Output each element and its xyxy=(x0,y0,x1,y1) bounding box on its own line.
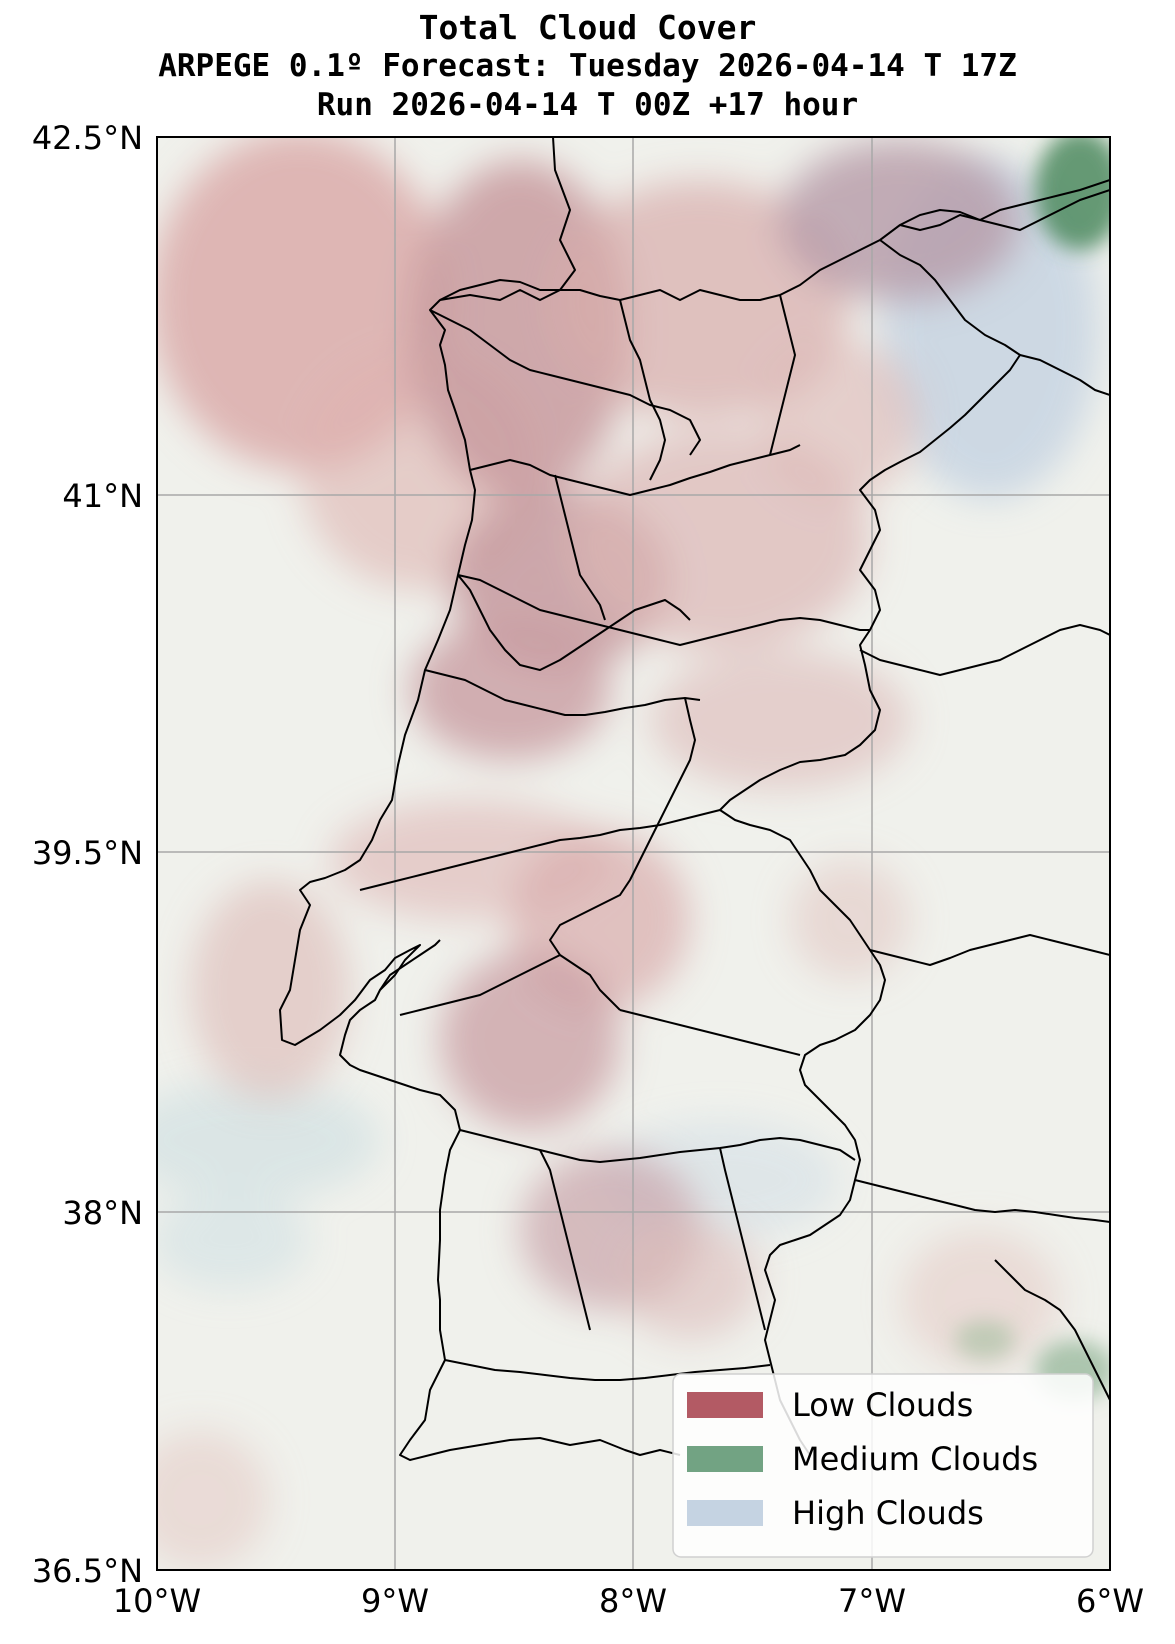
district-8 xyxy=(769,294,796,456)
district-9 xyxy=(359,809,721,891)
lon-tick-label: 6°W xyxy=(1076,1582,1144,1620)
lon-tick-label: 8°W xyxy=(599,1582,667,1620)
legend-label-high: High Clouds xyxy=(792,1494,984,1532)
low-cloud-field xyxy=(157,137,1060,1570)
lon-tick-labels: 10°W 9°W 8°W 7°W 6°W xyxy=(113,1582,1144,1620)
spain-portugal-border-north xyxy=(439,179,1110,301)
legend-label-medium: Medium Clouds xyxy=(792,1440,1038,1478)
spain-internal-4 xyxy=(869,934,1110,966)
district-16 xyxy=(719,1147,766,1331)
district-15 xyxy=(444,1359,771,1381)
legend-box xyxy=(672,1373,1094,1558)
district-2 xyxy=(469,444,801,496)
legend-swatch-low xyxy=(687,1392,763,1418)
spain-south-coast xyxy=(994,1259,1110,1401)
spain-internal-1 xyxy=(879,189,1110,241)
spain-portugal-border-east xyxy=(719,239,1021,1456)
estuary-tejo xyxy=(379,939,441,991)
title-line-2: ARPEGE 0.1º Forecast: Tuesday 2026-04-14… xyxy=(158,48,1017,84)
lat-tick-label: 42.5°N xyxy=(32,119,143,157)
district-10 xyxy=(549,697,696,1011)
lat-tick-label: 36.5°N xyxy=(32,1552,143,1590)
map-title: Total Cloud Cover ARPEGE 0.1º Forecast: … xyxy=(0,8,1175,125)
lon-tick-label: 10°W xyxy=(113,1582,201,1620)
legend-swatch-medium xyxy=(687,1446,763,1472)
axes-frame xyxy=(156,136,1111,1571)
district-3 xyxy=(457,574,870,646)
legend: Low Clouds Medium Clouds High Clouds xyxy=(672,1373,1094,1558)
map-plot-area xyxy=(157,137,1110,1570)
district-13 xyxy=(459,1129,856,1163)
district-14 xyxy=(539,1149,591,1331)
lat-tick-label: 39.5°N xyxy=(32,834,143,872)
district-11 xyxy=(399,954,561,1016)
lon-tick-label: 9°W xyxy=(361,1582,429,1620)
district-4 xyxy=(424,669,701,716)
legend-swatch-high xyxy=(687,1500,763,1526)
lat-tick-label: 38°N xyxy=(62,1194,143,1232)
lat-tick-labels: 42.5°N 41°N 39.5°N 38°N 36.5°N xyxy=(32,119,143,1590)
district-1 xyxy=(429,309,701,456)
spain-internal-2 xyxy=(1019,354,1110,396)
title-line-3: Run 2026-04-14 T 00Z +17 hour xyxy=(316,87,859,123)
district-5 xyxy=(457,574,691,671)
graticule xyxy=(157,137,1110,1570)
spain-internal-3 xyxy=(859,624,1110,676)
district-6 xyxy=(554,474,606,621)
lon-tick-label: 7°W xyxy=(838,1582,906,1620)
coastline-borders xyxy=(279,137,1110,1461)
lat-tick-label: 41°N xyxy=(62,477,143,515)
spain-internal-5 xyxy=(854,1179,1110,1223)
legend-label-low: Low Clouds xyxy=(792,1386,973,1424)
district-7 xyxy=(619,299,666,481)
district-12 xyxy=(619,1009,801,1056)
title-line-1: Total Cloud Cover xyxy=(418,8,757,47)
portugal-coastline xyxy=(279,137,681,1461)
